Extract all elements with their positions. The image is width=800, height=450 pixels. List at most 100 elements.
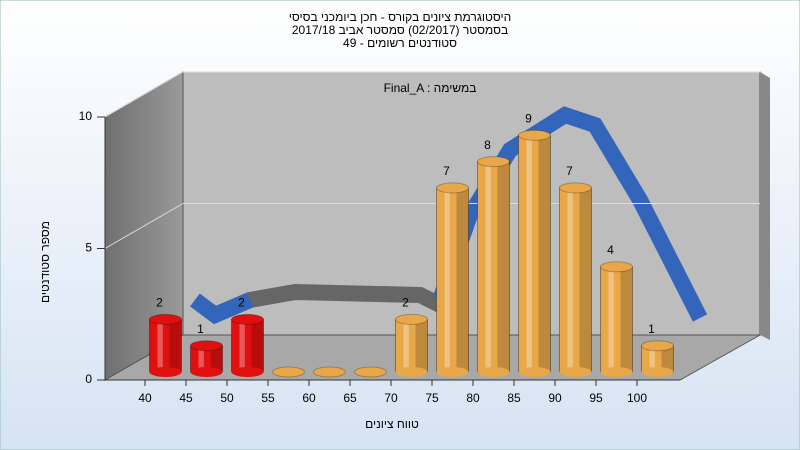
bar-top xyxy=(518,129,551,141)
bar-top xyxy=(559,182,592,194)
x-tick-label: 95 xyxy=(589,391,603,405)
bar-bottom xyxy=(559,367,592,377)
bar-top xyxy=(600,261,633,273)
grid-line xyxy=(104,203,184,249)
bar-bottom xyxy=(600,367,633,377)
x-tick-label: 55 xyxy=(261,391,275,405)
bar-light xyxy=(649,345,655,372)
bar-light xyxy=(239,319,245,372)
bar-body xyxy=(231,318,264,373)
bar-bottom xyxy=(436,367,469,377)
bar-bottom xyxy=(231,367,264,377)
bar-body xyxy=(436,187,469,373)
bar-top xyxy=(149,313,182,325)
bar-shade xyxy=(661,345,674,372)
bar-shade xyxy=(620,266,633,372)
bar-shade xyxy=(538,135,551,372)
value-label: 7 xyxy=(443,164,450,178)
bar xyxy=(395,313,428,377)
plot: 0 5 10 40 45 50 55 60 65 70 75 80 85 90 95 100 2 1 2 2 7 8 9 7 4… xyxy=(79,71,760,405)
bar-body xyxy=(395,318,428,373)
x-tick-label: 40 xyxy=(138,391,152,405)
bar-light xyxy=(403,319,409,372)
bar-top xyxy=(477,156,510,168)
bar-bottom xyxy=(477,367,510,377)
bar xyxy=(354,366,387,378)
bar xyxy=(272,366,305,378)
x-tick-label: 70 xyxy=(384,391,398,405)
bar-shade xyxy=(251,319,264,372)
bar-bottom xyxy=(518,367,551,377)
x-tick-label: 50 xyxy=(220,391,234,405)
value-label: 2 xyxy=(238,296,245,310)
bar xyxy=(600,261,633,377)
wall-edge xyxy=(760,72,770,340)
bar-shade xyxy=(210,345,223,372)
x-tick-label: 60 xyxy=(302,391,316,405)
value-label: 2 xyxy=(156,296,163,310)
bar-top xyxy=(272,366,305,378)
bar-top xyxy=(313,366,346,378)
x-axis-label: טווח ציונים xyxy=(365,417,419,431)
y-tick-label: 5 xyxy=(85,241,92,255)
x-tick-label: 80 xyxy=(466,391,480,405)
bar xyxy=(231,313,264,377)
bar-light xyxy=(608,266,614,372)
bar-body xyxy=(600,266,633,373)
bar-shade xyxy=(497,161,510,372)
y-axis-label: מספר סטודנטים xyxy=(38,221,52,303)
grid-line xyxy=(104,71,184,118)
bar-bottom xyxy=(641,367,674,377)
annotation: Final_A : במשימה xyxy=(384,81,477,95)
x-tick-label: 65 xyxy=(343,391,357,405)
y-tick-label: 10 xyxy=(79,109,93,123)
x-tick-label: 75 xyxy=(425,391,439,405)
bar xyxy=(190,340,223,377)
x-tick-label: 45 xyxy=(179,391,193,405)
bar-shade xyxy=(169,319,182,372)
bar-bottom xyxy=(395,367,428,377)
bar-shade xyxy=(456,187,469,372)
bar-body xyxy=(518,134,551,373)
bar-top xyxy=(231,313,264,325)
bar xyxy=(559,182,592,377)
value-label: 2 xyxy=(402,296,409,310)
bar-shade xyxy=(579,187,592,372)
x-tick-label: 100 xyxy=(627,391,647,405)
bar-light xyxy=(526,135,532,372)
x-tick-label: 90 xyxy=(548,391,562,405)
bar-top xyxy=(641,340,674,352)
bar-light xyxy=(444,187,450,372)
bar xyxy=(436,182,469,377)
bar-top xyxy=(395,313,428,325)
bar-body xyxy=(559,187,592,373)
bar-light xyxy=(485,161,491,372)
value-label: 7 xyxy=(566,164,573,178)
bar-light xyxy=(157,319,163,372)
title-line-1: היסטוגרמת ציונים בקורס - חכן ביומכני בסי… xyxy=(289,10,511,24)
y-tick-label: 0 xyxy=(85,372,92,386)
value-label: 8 xyxy=(484,138,491,152)
bar-top xyxy=(436,182,469,194)
bar-top xyxy=(190,340,223,352)
bar xyxy=(477,156,510,377)
bar xyxy=(641,340,674,377)
bar-body xyxy=(149,318,182,373)
fit-curve xyxy=(432,106,708,322)
x-tick-label: 85 xyxy=(507,391,521,405)
value-label: 1 xyxy=(648,322,655,336)
value-label: 9 xyxy=(525,111,532,125)
bar xyxy=(149,313,182,377)
bar xyxy=(313,366,346,378)
bar-light xyxy=(198,345,204,372)
bar-bottom xyxy=(190,367,223,377)
bar xyxy=(518,129,551,377)
bar-light xyxy=(567,187,573,372)
title-line-3: סטודנטים רשומים - 49 xyxy=(343,36,457,50)
title-line-2: בסמסטר (02/2017) סמסטר אביב 2017/18 xyxy=(292,23,508,37)
value-label: 1 xyxy=(197,322,204,336)
fit-curve-left xyxy=(190,292,254,325)
value-label: 4 xyxy=(607,243,614,257)
bar-bottom xyxy=(149,367,182,377)
